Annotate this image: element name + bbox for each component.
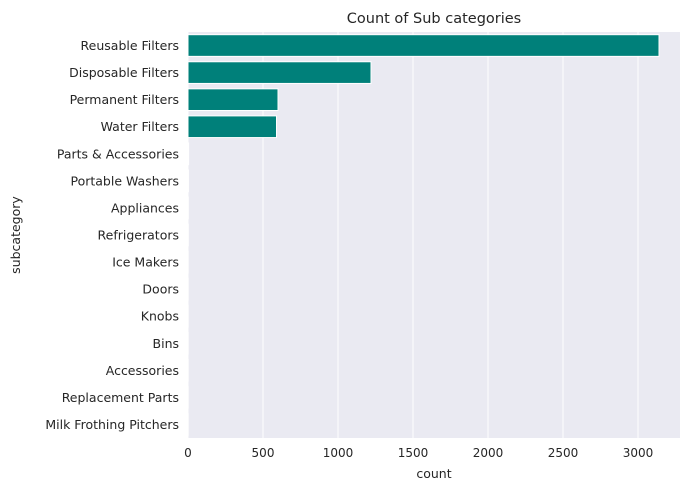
y-tick-label: Water Filters: [101, 119, 179, 134]
y-tick-labels: Reusable Filters Disposable Filters Perman…: [45, 38, 179, 432]
y-tick-label: Permanent Filters: [70, 92, 179, 107]
y-tick-label: Doors: [142, 282, 179, 297]
x-tick-label: 2500: [548, 446, 579, 460]
y-tick-label: Accessories: [106, 363, 179, 378]
y-tick-label: Ice Makers: [112, 255, 179, 270]
y-tick-label: Parts & Accessories: [57, 146, 179, 161]
bar: [188, 89, 278, 111]
bar: [188, 116, 277, 138]
y-tick-label: Reusable Filters: [81, 38, 179, 53]
y-tick-label: Appliances: [111, 200, 179, 215]
y-tick-label: Knobs: [141, 309, 179, 324]
x-tick-label: 1000: [323, 446, 354, 460]
y-tick-label: Portable Washers: [70, 173, 179, 188]
x-tick-label: 3000: [623, 446, 654, 460]
y-axis-label: subcategory: [8, 196, 23, 274]
bar: [188, 62, 371, 84]
y-tick-label: Bins: [153, 336, 179, 351]
x-tick-labels: 0 500 1000 1500 2000 2500 3000: [184, 446, 653, 460]
x-tick-label: 1500: [398, 446, 429, 460]
y-tick-label: Refrigerators: [98, 228, 179, 243]
chart-title: Count of Sub categories: [347, 11, 521, 27]
bar: [188, 35, 659, 57]
x-tick-label: 2000: [473, 446, 504, 460]
x-axis-label: count: [416, 466, 451, 481]
y-tick-label: Milk Frothing Pitchers: [45, 417, 179, 432]
y-tick-label: Replacement Parts: [62, 390, 179, 405]
x-tick-label: 0: [184, 446, 192, 460]
y-tick-label: Disposable Filters: [69, 65, 179, 80]
x-tick-label: 500: [252, 446, 275, 460]
bar: [188, 143, 189, 165]
